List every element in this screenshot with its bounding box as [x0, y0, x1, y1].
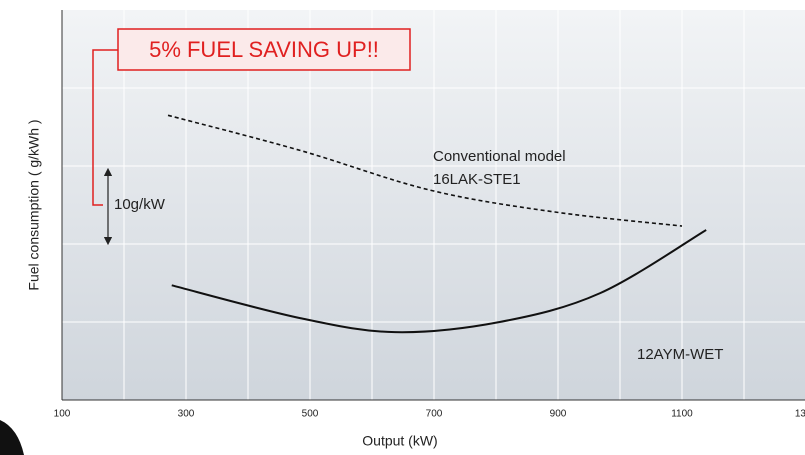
series-sublabel: 16LAK-STE1 — [433, 171, 521, 188]
callout-text: 5% FUEL SAVING UP!! — [149, 37, 379, 62]
x-tick-label: 1300 — [795, 409, 805, 420]
callout-bracket — [92, 49, 118, 206]
x-tick-label: 500 — [302, 409, 319, 420]
difference-label: 10g/kW — [114, 196, 166, 213]
x-tick-label: 100 — [54, 409, 71, 420]
x-tick-label: 1100 — [671, 409, 693, 420]
x-axis-title: Output (kW) — [362, 433, 437, 449]
callout-box — [117, 28, 411, 71]
series-label: 12AYM-WET — [637, 346, 723, 363]
x-tick-label: 700 — [426, 409, 443, 420]
x-tick-label: 300 — [178, 409, 195, 420]
y-axis-title: Fuel consumption ( g/kWh ) — [26, 119, 42, 290]
logo-fragment — [0, 420, 24, 455]
x-tick-label: 900 — [550, 409, 567, 420]
series-line — [167, 114, 683, 227]
series-line — [171, 229, 707, 334]
series-label: Conventional model — [433, 148, 566, 165]
